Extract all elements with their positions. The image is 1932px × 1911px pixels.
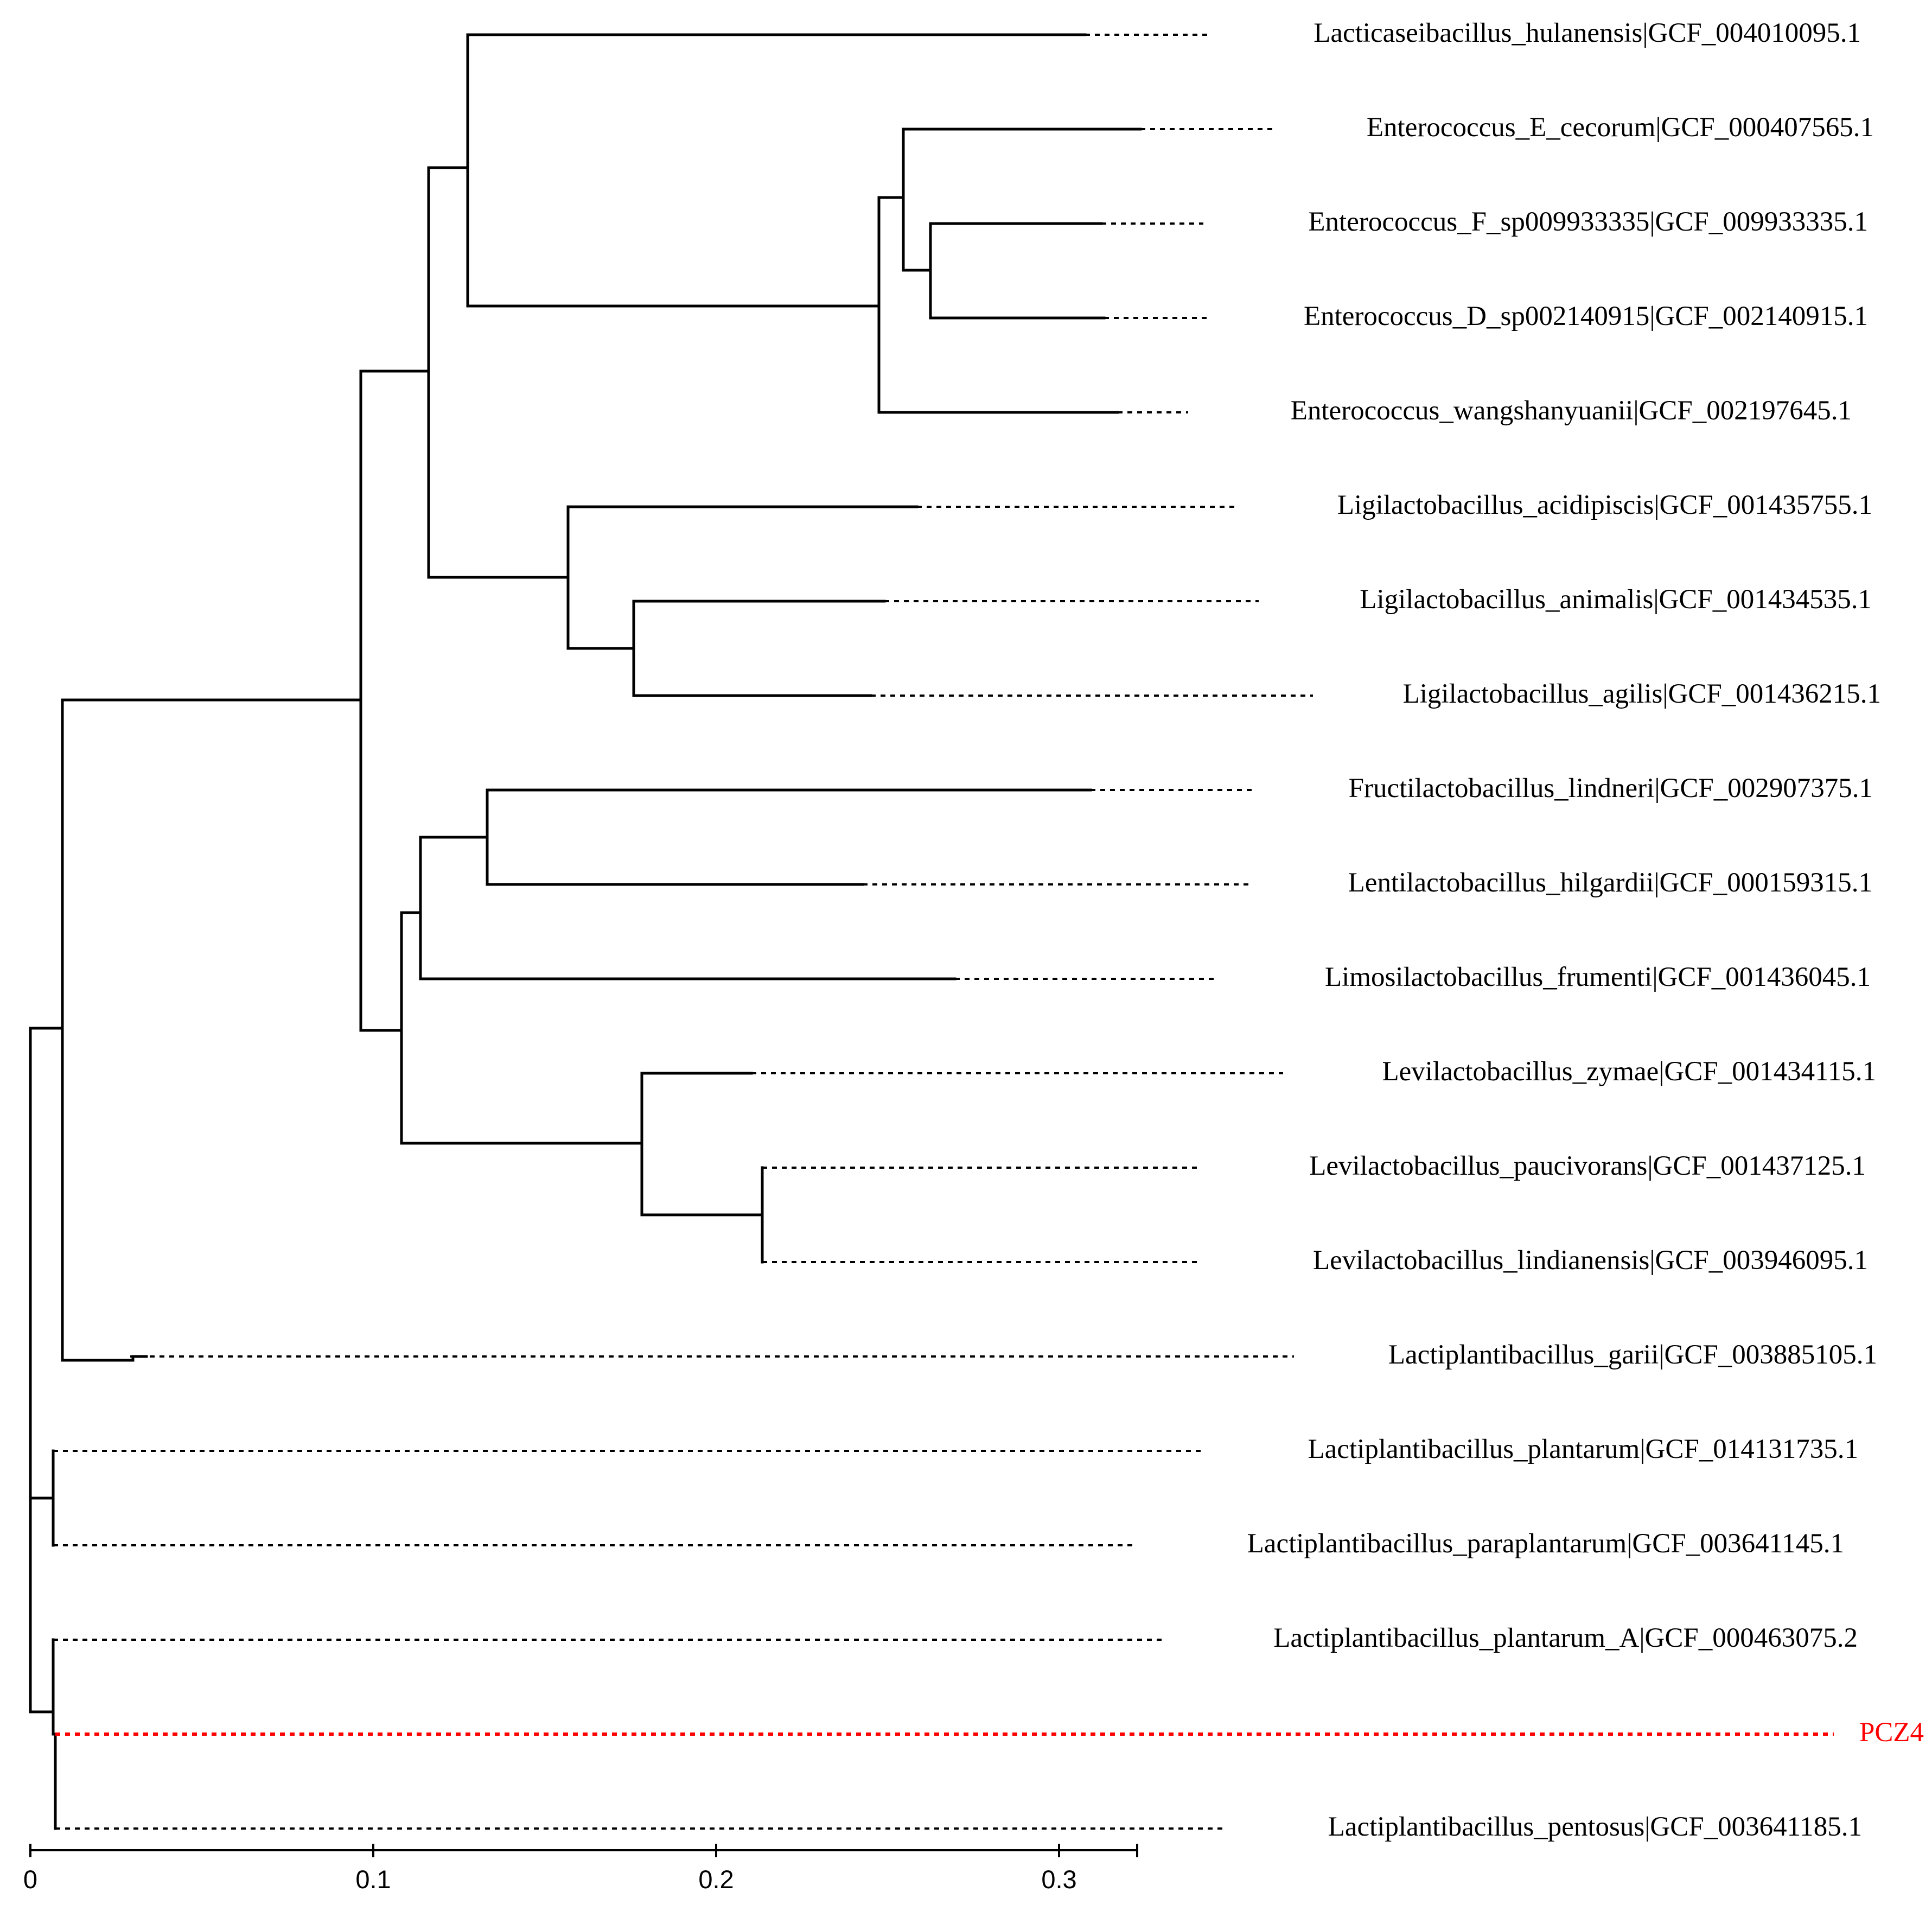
leaf-labels: Lacticaseibacillus_hulanensis|GCF_004010… — [1247, 18, 1924, 1842]
leaf-label: Limosilactobacillus_frumenti|GCF_0014360… — [1325, 962, 1871, 992]
axis-tick-label: 0.2 — [698, 1865, 734, 1894]
leaf-label: Enterococcus_E_cecorum|GCF_000407565.1 — [1367, 112, 1874, 143]
leaf-label: Enterococcus_D_sp002140915|GCF_002140915… — [1304, 301, 1868, 332]
leaf-label: Lacticaseibacillus_hulanensis|GCF_004010… — [1313, 18, 1861, 48]
leaf-label: Fructilactobacillus_lindneri|GCF_0029073… — [1349, 773, 1873, 804]
leaf-guide-lines — [53, 34, 1834, 1830]
axis-tick-label: 0.3 — [1041, 1865, 1076, 1894]
tree-branches — [29, 33, 1142, 1830]
leaf-label: Enterococcus_wangshanyuanii|GCF_00219764… — [1291, 396, 1852, 426]
leaf-label: Lentilactobacillus_hilgardii|GCF_0001593… — [1348, 868, 1872, 898]
leaf-label: Ligilactobacillus_animalis|GCF_001434535… — [1360, 584, 1872, 615]
leaf-label: Levilactobacillus_lindianensis|GCF_00394… — [1313, 1245, 1868, 1276]
leaf-label: Levilactobacillus_zymae|GCF_001434115.1 — [1382, 1056, 1876, 1087]
leaf-label: Ligilactobacillus_agilis|GCF_001436215.1 — [1403, 679, 1881, 709]
axis-tick-label: 0.1 — [355, 1865, 391, 1894]
axis-tick-label: 0 — [23, 1865, 37, 1894]
distance-axis: 0 0.1 0.2 0.3 — [23, 1844, 1138, 1894]
leaf-label: Lactiplantibacillus_plantarum_A|GCF_0004… — [1273, 1623, 1858, 1653]
leaf-label: Enterococcus_F_sp009933335|GCF_009933335… — [1308, 207, 1868, 237]
leaf-label: Lactiplantibacillus_plantarum|GCF_014131… — [1308, 1434, 1858, 1464]
highlighted-leaf-label: PCZ4 — [1859, 1717, 1924, 1748]
leaf-label: Ligilactobacillus_acidipiscis|GCF_001435… — [1337, 490, 1872, 520]
leaf-label: Lactiplantibacillus_paraplantarum|GCF_00… — [1247, 1528, 1844, 1559]
leaf-label: Levilactobacillus_paucivorans|GCF_001437… — [1309, 1151, 1866, 1181]
leaf-label: Lactiplantibacillus_pentosus|GCF_0036411… — [1328, 1812, 1862, 1842]
leaf-label: Lactiplantibacillus_garii|GCF_003885105.… — [1388, 1340, 1877, 1370]
